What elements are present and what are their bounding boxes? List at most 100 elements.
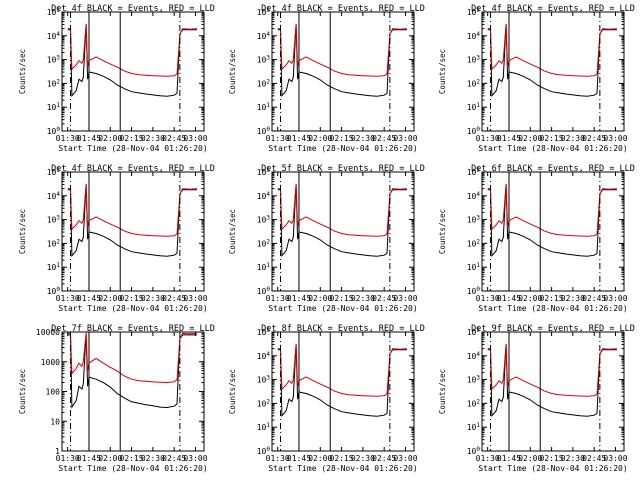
- chart-title: Det 6f BLACK = Events, RED = LLD: [471, 164, 635, 174]
- x-axis-label: Start Time (28-Nov-04 01:26:20): [268, 144, 417, 153]
- y-tick-exponent: 3: [476, 55, 480, 62]
- y-tick-label: 101: [257, 102, 271, 112]
- x-axis-label: Start Time (28-Nov-04 01:26:20): [58, 144, 207, 153]
- x-tick-label: 01:30: [56, 454, 80, 463]
- y-tick-exponent: 3: [476, 375, 480, 382]
- x-tick-label: 01:30: [476, 454, 500, 463]
- x-axis-label: Start Time (28-Nov-04 01:26:20): [58, 464, 207, 473]
- y-tick-label: 101: [467, 422, 481, 432]
- y-tick-exponent: 2: [56, 78, 60, 85]
- y-tick-label: 101: [257, 422, 271, 432]
- series-line-events: [487, 344, 617, 418]
- y-tick-label: 103: [467, 215, 481, 225]
- y-tick-exponent: 2: [266, 238, 270, 245]
- x-tick-label: 01:30: [266, 294, 290, 303]
- x-tick-label: 01:45: [497, 454, 521, 463]
- y-tick-exponent: 3: [266, 55, 270, 62]
- x-tick-label: 01:45: [497, 294, 521, 303]
- x-tick-label: 02:15: [540, 454, 564, 463]
- x-tick-label: 02:15: [120, 454, 144, 463]
- y-tick-exponent: 4: [56, 31, 60, 38]
- chart-title: Det 5f BLACK = Events, RED = LLD: [261, 164, 425, 174]
- y-tick-exponent: 2: [476, 238, 480, 245]
- y-tick-label: 101: [467, 102, 481, 112]
- x-tick-label: 02:00: [308, 454, 332, 463]
- series-line-events: [277, 184, 407, 258]
- y-tick-label: 104: [467, 351, 481, 361]
- y-axis-label: Counts/sec: [18, 209, 27, 254]
- x-tick-label: 02:00: [518, 134, 542, 143]
- y-tick-label: 103: [257, 375, 271, 385]
- x-tick-label: 02:00: [518, 294, 542, 303]
- x-tick-label: 02:45: [372, 294, 396, 303]
- plot-area: [67, 23, 197, 98]
- y-tick-label: 102: [257, 238, 271, 248]
- chart-panel-9: 01:3001:4502:0002:1502:3002:4503:0010010…: [438, 324, 635, 473]
- y-tick-label: 101: [47, 102, 61, 112]
- x-tick-label: 02:15: [120, 294, 144, 303]
- x-tick-label: 03:00: [183, 134, 207, 143]
- y-tick-exponent: 5: [266, 167, 270, 174]
- x-axis-label: Start Time (28-Nov-04 01:26:20): [478, 144, 627, 153]
- x-tick-label: 01:30: [56, 134, 80, 143]
- x-tick-label: 02:00: [518, 454, 542, 463]
- x-tick-label: 01:45: [287, 454, 311, 463]
- axes-frame: [61, 331, 205, 452]
- x-tick-label: 01:30: [476, 294, 500, 303]
- x-tick-label: 02:00: [308, 294, 332, 303]
- y-tick-exponent: 3: [56, 55, 60, 62]
- x-tick-label: 01:45: [77, 134, 101, 143]
- y-tick-exponent: 2: [56, 238, 60, 245]
- x-axis-label: Start Time (28-Nov-04 01:26:20): [478, 464, 627, 473]
- y-tick-exponent: 3: [266, 215, 270, 222]
- axes-frame: [481, 11, 625, 132]
- series-line-events: [277, 24, 407, 98]
- x-tick-label: 02:45: [162, 454, 186, 463]
- series-line-lld: [277, 343, 407, 397]
- y-tick-exponent: 1: [56, 262, 60, 269]
- y-tick-exponent: 4: [56, 191, 60, 198]
- x-tick-label: 02:45: [372, 134, 396, 143]
- plot-area: [277, 343, 407, 418]
- chart-panel-2: 01:3001:4502:0002:1502:3002:4503:0010010…: [228, 4, 425, 153]
- y-tick-label: 104: [47, 191, 61, 201]
- series-line-lld: [67, 332, 197, 384]
- series-line-lld: [277, 23, 407, 77]
- chart-panel-4: 01:3001:4502:0002:1502:3002:4503:0010010…: [18, 164, 215, 313]
- x-tick-label: 03:00: [393, 134, 417, 143]
- y-tick-exponent: 4: [266, 191, 270, 198]
- y-axis-label: Counts/sec: [228, 49, 237, 94]
- y-tick-exponent: 5: [476, 7, 480, 14]
- series-line-events: [487, 184, 617, 258]
- y-tick-label: 102: [467, 78, 481, 88]
- y-tick-exponent: 1: [266, 262, 270, 269]
- y-tick-label: 102: [467, 238, 481, 248]
- y-tick-exponent: 5: [266, 7, 270, 14]
- y-tick-label: 103: [467, 55, 481, 65]
- y-tick-label: 104: [467, 31, 481, 41]
- y-tick-label: 104: [467, 191, 481, 201]
- x-tick-label: 02:15: [330, 134, 354, 143]
- x-tick-label: 01:45: [287, 294, 311, 303]
- x-tick-label: 03:00: [183, 454, 207, 463]
- y-tick-exponent: 5: [476, 167, 480, 174]
- y-tick-label: 1000: [41, 358, 60, 367]
- series-line-lld: [277, 183, 407, 237]
- y-tick-label: 103: [47, 215, 61, 225]
- y-tick-label: 102: [467, 398, 481, 408]
- y-tick-label: 100: [257, 446, 271, 456]
- y-tick-label: 104: [257, 351, 271, 361]
- y-tick-label: 105: [257, 7, 271, 17]
- y-tick-label: 104: [47, 31, 61, 41]
- y-tick-exponent: 1: [476, 102, 480, 109]
- series-line-events: [67, 24, 197, 98]
- y-tick-exponent: 4: [266, 351, 270, 358]
- chart-title: Det 8f BLACK = Events, RED = LLD: [261, 324, 425, 334]
- x-tick-label: 02:30: [561, 454, 585, 463]
- x-tick-label: 02:00: [98, 294, 122, 303]
- series-line-lld: [487, 183, 617, 237]
- x-tick-label: 01:45: [497, 134, 521, 143]
- x-tick-label: 03:00: [603, 454, 627, 463]
- chart-panel-3: 01:3001:4502:0002:1502:3002:4503:0010010…: [438, 4, 635, 153]
